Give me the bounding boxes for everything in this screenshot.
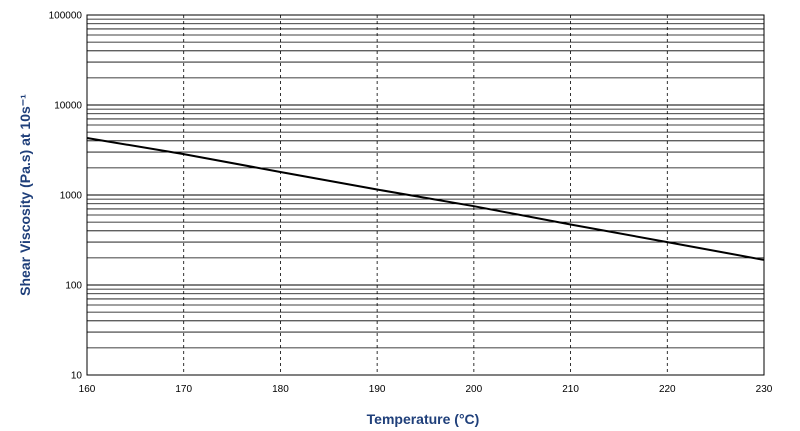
x-tick-label: 200 (466, 384, 483, 395)
y-axis-title: Shear Viscosity (Pa.s) at 10s⁻¹ (17, 94, 33, 296)
series (86, 137, 765, 261)
y-tick-label: 10000 (54, 101, 82, 112)
y-tick-label: 1000 (60, 191, 83, 202)
x-tick-label: 220 (659, 384, 676, 395)
y-tick-label: 100000 (49, 11, 83, 22)
x-tick-label: 170 (175, 384, 192, 395)
viscosity-line (86, 137, 765, 261)
x-axis-title: Temperature (°C) (367, 411, 480, 427)
plot-area-border (86, 14, 765, 376)
grid (87, 15, 764, 375)
x-tick-label: 190 (369, 384, 386, 395)
y-tick-label: 100 (65, 281, 82, 292)
x-tick-label: 210 (562, 384, 579, 395)
x-tick-label: 180 (272, 384, 289, 395)
y-tick-label: 10 (71, 371, 83, 382)
x-tick-label: 230 (756, 384, 773, 395)
tick-labels: 160 170 180 190 200 210 220 230 10 100 1000 10000 10… (49, 11, 773, 396)
x-tick-label: 160 (79, 384, 96, 395)
